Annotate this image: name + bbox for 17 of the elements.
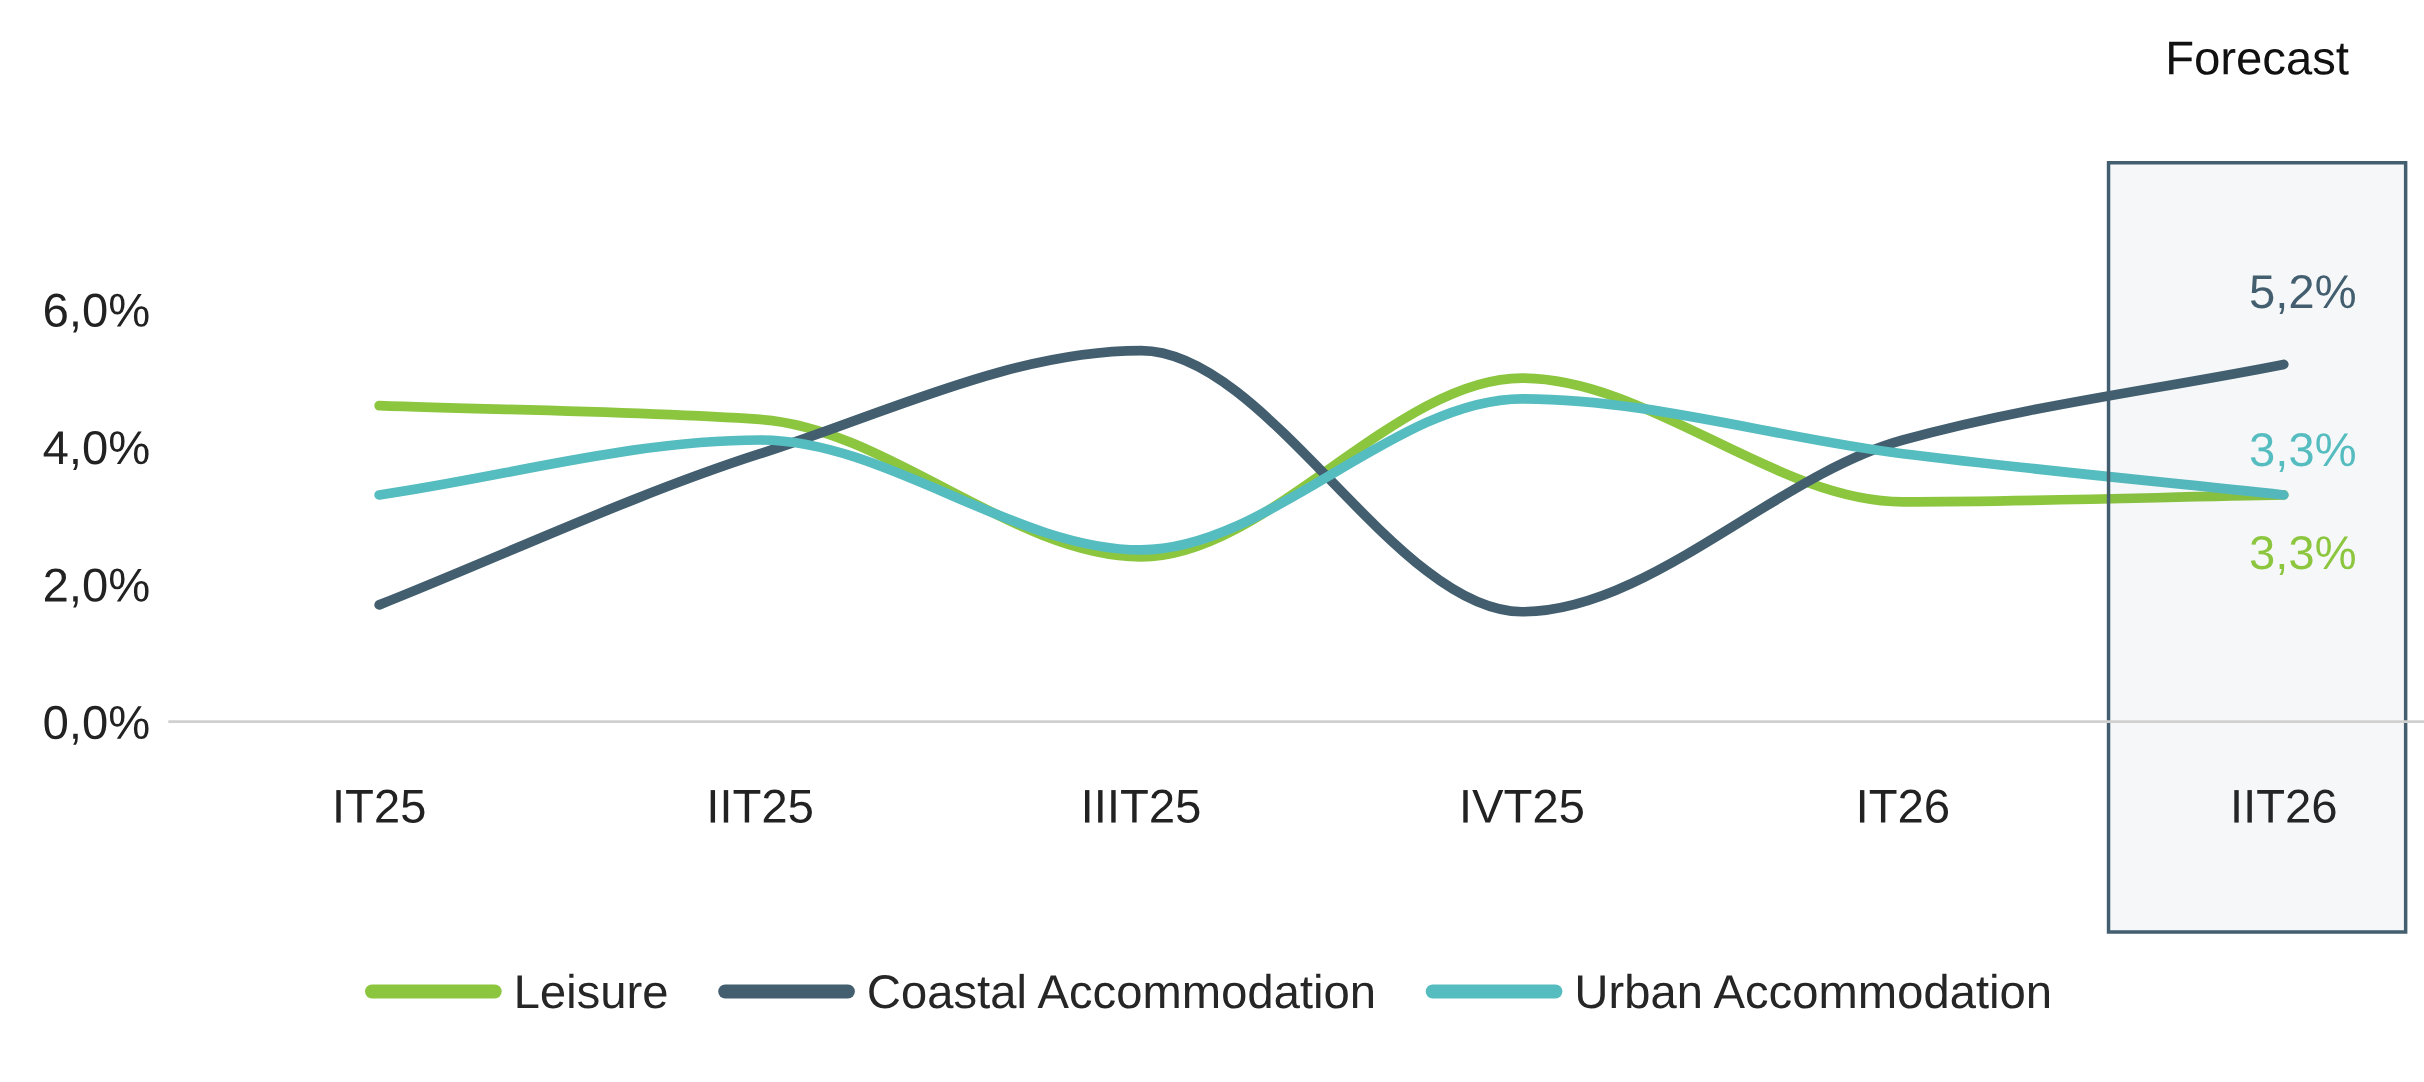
x-tick-label: IT25 bbox=[336, 789, 425, 824]
x-tick-label: IIT25 bbox=[710, 789, 812, 824]
y-tick-label: 4,0% bbox=[43, 431, 149, 471]
band-label: Forecast bbox=[2169, 41, 2349, 75]
data-label: 3,3% bbox=[2250, 432, 2355, 472]
y-tick-label: 0,0% bbox=[44, 705, 149, 745]
y-tick-label: 2,0% bbox=[44, 568, 149, 608]
data-label: 5,2% bbox=[2250, 274, 2355, 314]
x-tick-label: IIT26 bbox=[2234, 789, 2336, 824]
x-tick-label: IVT25 bbox=[1463, 789, 1583, 824]
x-tick-label: IT26 bbox=[1859, 789, 1949, 824]
x-tick-label: IIIT25 bbox=[1085, 789, 1200, 824]
legend-label: Coastal Accommodation bbox=[869, 973, 1373, 1009]
data-label: 3,3% bbox=[2250, 536, 2355, 576]
legend-label: Urban Accommodation bbox=[1577, 973, 2049, 1009]
legend-label: Leisure bbox=[517, 973, 667, 1009]
y-tick-label: 6,0% bbox=[45, 293, 149, 333]
